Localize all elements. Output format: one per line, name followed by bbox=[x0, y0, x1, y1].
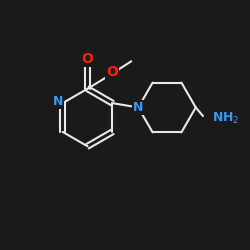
Text: O: O bbox=[106, 65, 118, 79]
Text: N: N bbox=[53, 95, 63, 108]
Text: N: N bbox=[133, 101, 143, 114]
Text: O: O bbox=[82, 52, 94, 66]
Text: NH$_2$: NH$_2$ bbox=[212, 111, 239, 126]
